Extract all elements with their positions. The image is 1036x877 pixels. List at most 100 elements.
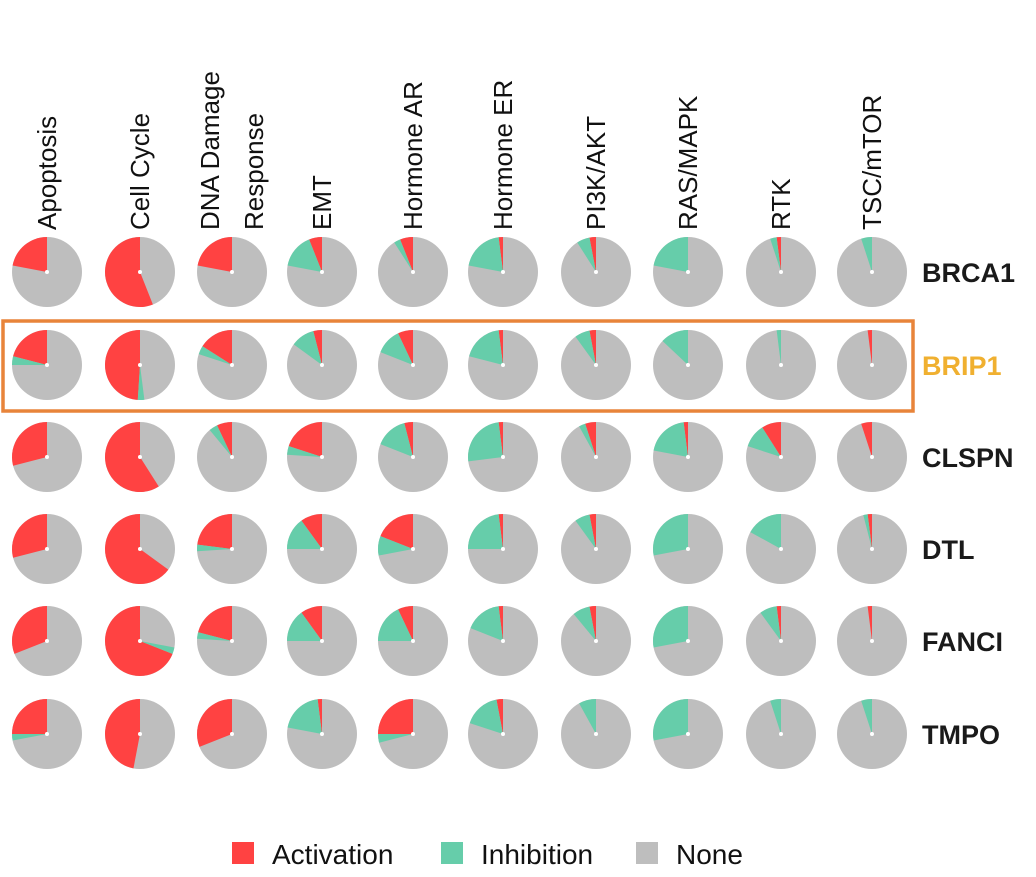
pie-inhibition-slice (469, 699, 503, 734)
pie-tmpo-3 (287, 699, 357, 769)
pie-activation-slice (12, 699, 47, 734)
pie-center-dot (686, 732, 690, 736)
pie-clspn-6 (561, 422, 631, 492)
pie-brca1-7 (653, 237, 723, 307)
pie-activation-slice (217, 422, 232, 457)
pie-activation-slice (197, 237, 232, 272)
pie-activation-slice (498, 237, 503, 272)
pathway-label: Hormone AR (398, 81, 428, 230)
pie-center-dot (870, 363, 874, 367)
pie-dtl-6 (561, 514, 631, 584)
pie-center-dot (686, 639, 690, 643)
pie-activation-slice (867, 514, 872, 549)
pie-clspn-9 (837, 422, 907, 492)
pie-activation-slice (198, 606, 232, 641)
pie-activation-slice (11, 422, 47, 466)
pie-brip1-6 (561, 330, 631, 400)
legend-label: None (676, 839, 743, 870)
pie-center-dot (594, 547, 598, 551)
pie-inhibition-slice (770, 237, 781, 272)
pie-center-dot (501, 639, 505, 643)
pie-inhibition-slice (378, 734, 413, 743)
pie-inhibition-slice (653, 514, 688, 556)
pie-inhibition-slice (861, 237, 872, 272)
pie-center-dot (230, 639, 234, 643)
pie-inhibition-slice (579, 699, 596, 734)
pie-tmpo-0 (12, 699, 82, 769)
pie-dtl-2 (197, 514, 267, 584)
pie-brca1-2 (197, 237, 267, 307)
pie-activation-slice (105, 237, 153, 307)
pie-center-dot (411, 732, 415, 736)
pie-activation-slice (380, 514, 413, 549)
pie-activation-slice (12, 606, 47, 654)
pie-center-dot (779, 270, 783, 274)
pie-fanci-1 (105, 606, 175, 676)
pie-clspn-5 (468, 422, 538, 492)
pie-fanci-2 (197, 606, 267, 676)
pie-center-dot (870, 639, 874, 643)
pathway-label: DNA Damage (195, 71, 225, 230)
pie-activation-slice (378, 699, 413, 734)
pie-brca1-3 (287, 237, 357, 307)
pie-tmpo-1 (104, 699, 175, 769)
pie-activation-slice (12, 237, 48, 272)
pie-activation-slice (105, 422, 159, 492)
pie-fanci-7 (653, 606, 723, 676)
pie-center-dot (594, 732, 598, 736)
legend-swatch (636, 842, 658, 864)
gene-label: DTL (922, 535, 974, 565)
pie-center-dot (320, 732, 324, 736)
pie-activation-slice (496, 699, 503, 734)
gene-label: BRIP1 (922, 351, 1002, 381)
pathway-label: Cell Cycle (125, 113, 155, 230)
pie-activation-slice (498, 330, 503, 365)
pie-center-dot (870, 270, 874, 274)
pies (11, 237, 907, 769)
pie-tmpo-2 (197, 699, 267, 769)
pie-activation-slice (867, 606, 872, 641)
pie-activation-slice (398, 330, 413, 365)
pie-center-dot (779, 639, 783, 643)
pie-inhibition-slice (467, 514, 503, 549)
pie-activation-slice (301, 606, 322, 641)
pie-center-dot (320, 639, 324, 643)
pie-activation-slice (197, 699, 232, 747)
pie-center-dot (411, 270, 415, 274)
gene-label: FANCI (922, 627, 1003, 657)
pie-activation-slice (589, 514, 596, 549)
pie-inhibition-slice (287, 699, 322, 734)
pie-inhibition-slice (209, 425, 232, 457)
pie-dtl-7 (653, 514, 723, 584)
legend-swatch (441, 842, 463, 864)
pie-activation-slice (585, 422, 596, 457)
pie-activation-slice (398, 606, 413, 641)
pie-activation-slice (400, 237, 413, 272)
pie-center-dot (870, 732, 874, 736)
pie-inhibition-slice (287, 446, 322, 457)
pie-inhibition-slice (197, 632, 232, 641)
pie-inhibition-slice (575, 514, 596, 549)
pie-center-dot (138, 732, 142, 736)
pie-brip1-1 (104, 330, 175, 401)
pie-activation-slice (288, 422, 322, 457)
legend-swatch (232, 842, 254, 864)
pie-fanci-8 (746, 606, 816, 676)
pathway-label: PI3K/AKT (581, 116, 611, 230)
pie-center-dot (686, 270, 690, 274)
pathway-label: RTK (766, 178, 796, 230)
pie-center-dot (320, 363, 324, 367)
pie-inhibition-slice (577, 237, 596, 272)
pie-fanci-0 (12, 606, 82, 676)
pie-center-dot (45, 455, 49, 459)
pie-center-dot (45, 363, 49, 367)
highlight-box (1, 319, 915, 413)
pie-center-dot (779, 547, 783, 551)
pie-center-dot (686, 363, 690, 367)
pie-inhibition-slice (469, 330, 503, 365)
pie-center-dot (594, 270, 598, 274)
pie-inhibition-slice (287, 520, 322, 549)
pie-inhibition-slice (137, 365, 145, 401)
pathway-label: Apoptosis (32, 116, 62, 230)
legend-label: Activation (272, 839, 393, 870)
